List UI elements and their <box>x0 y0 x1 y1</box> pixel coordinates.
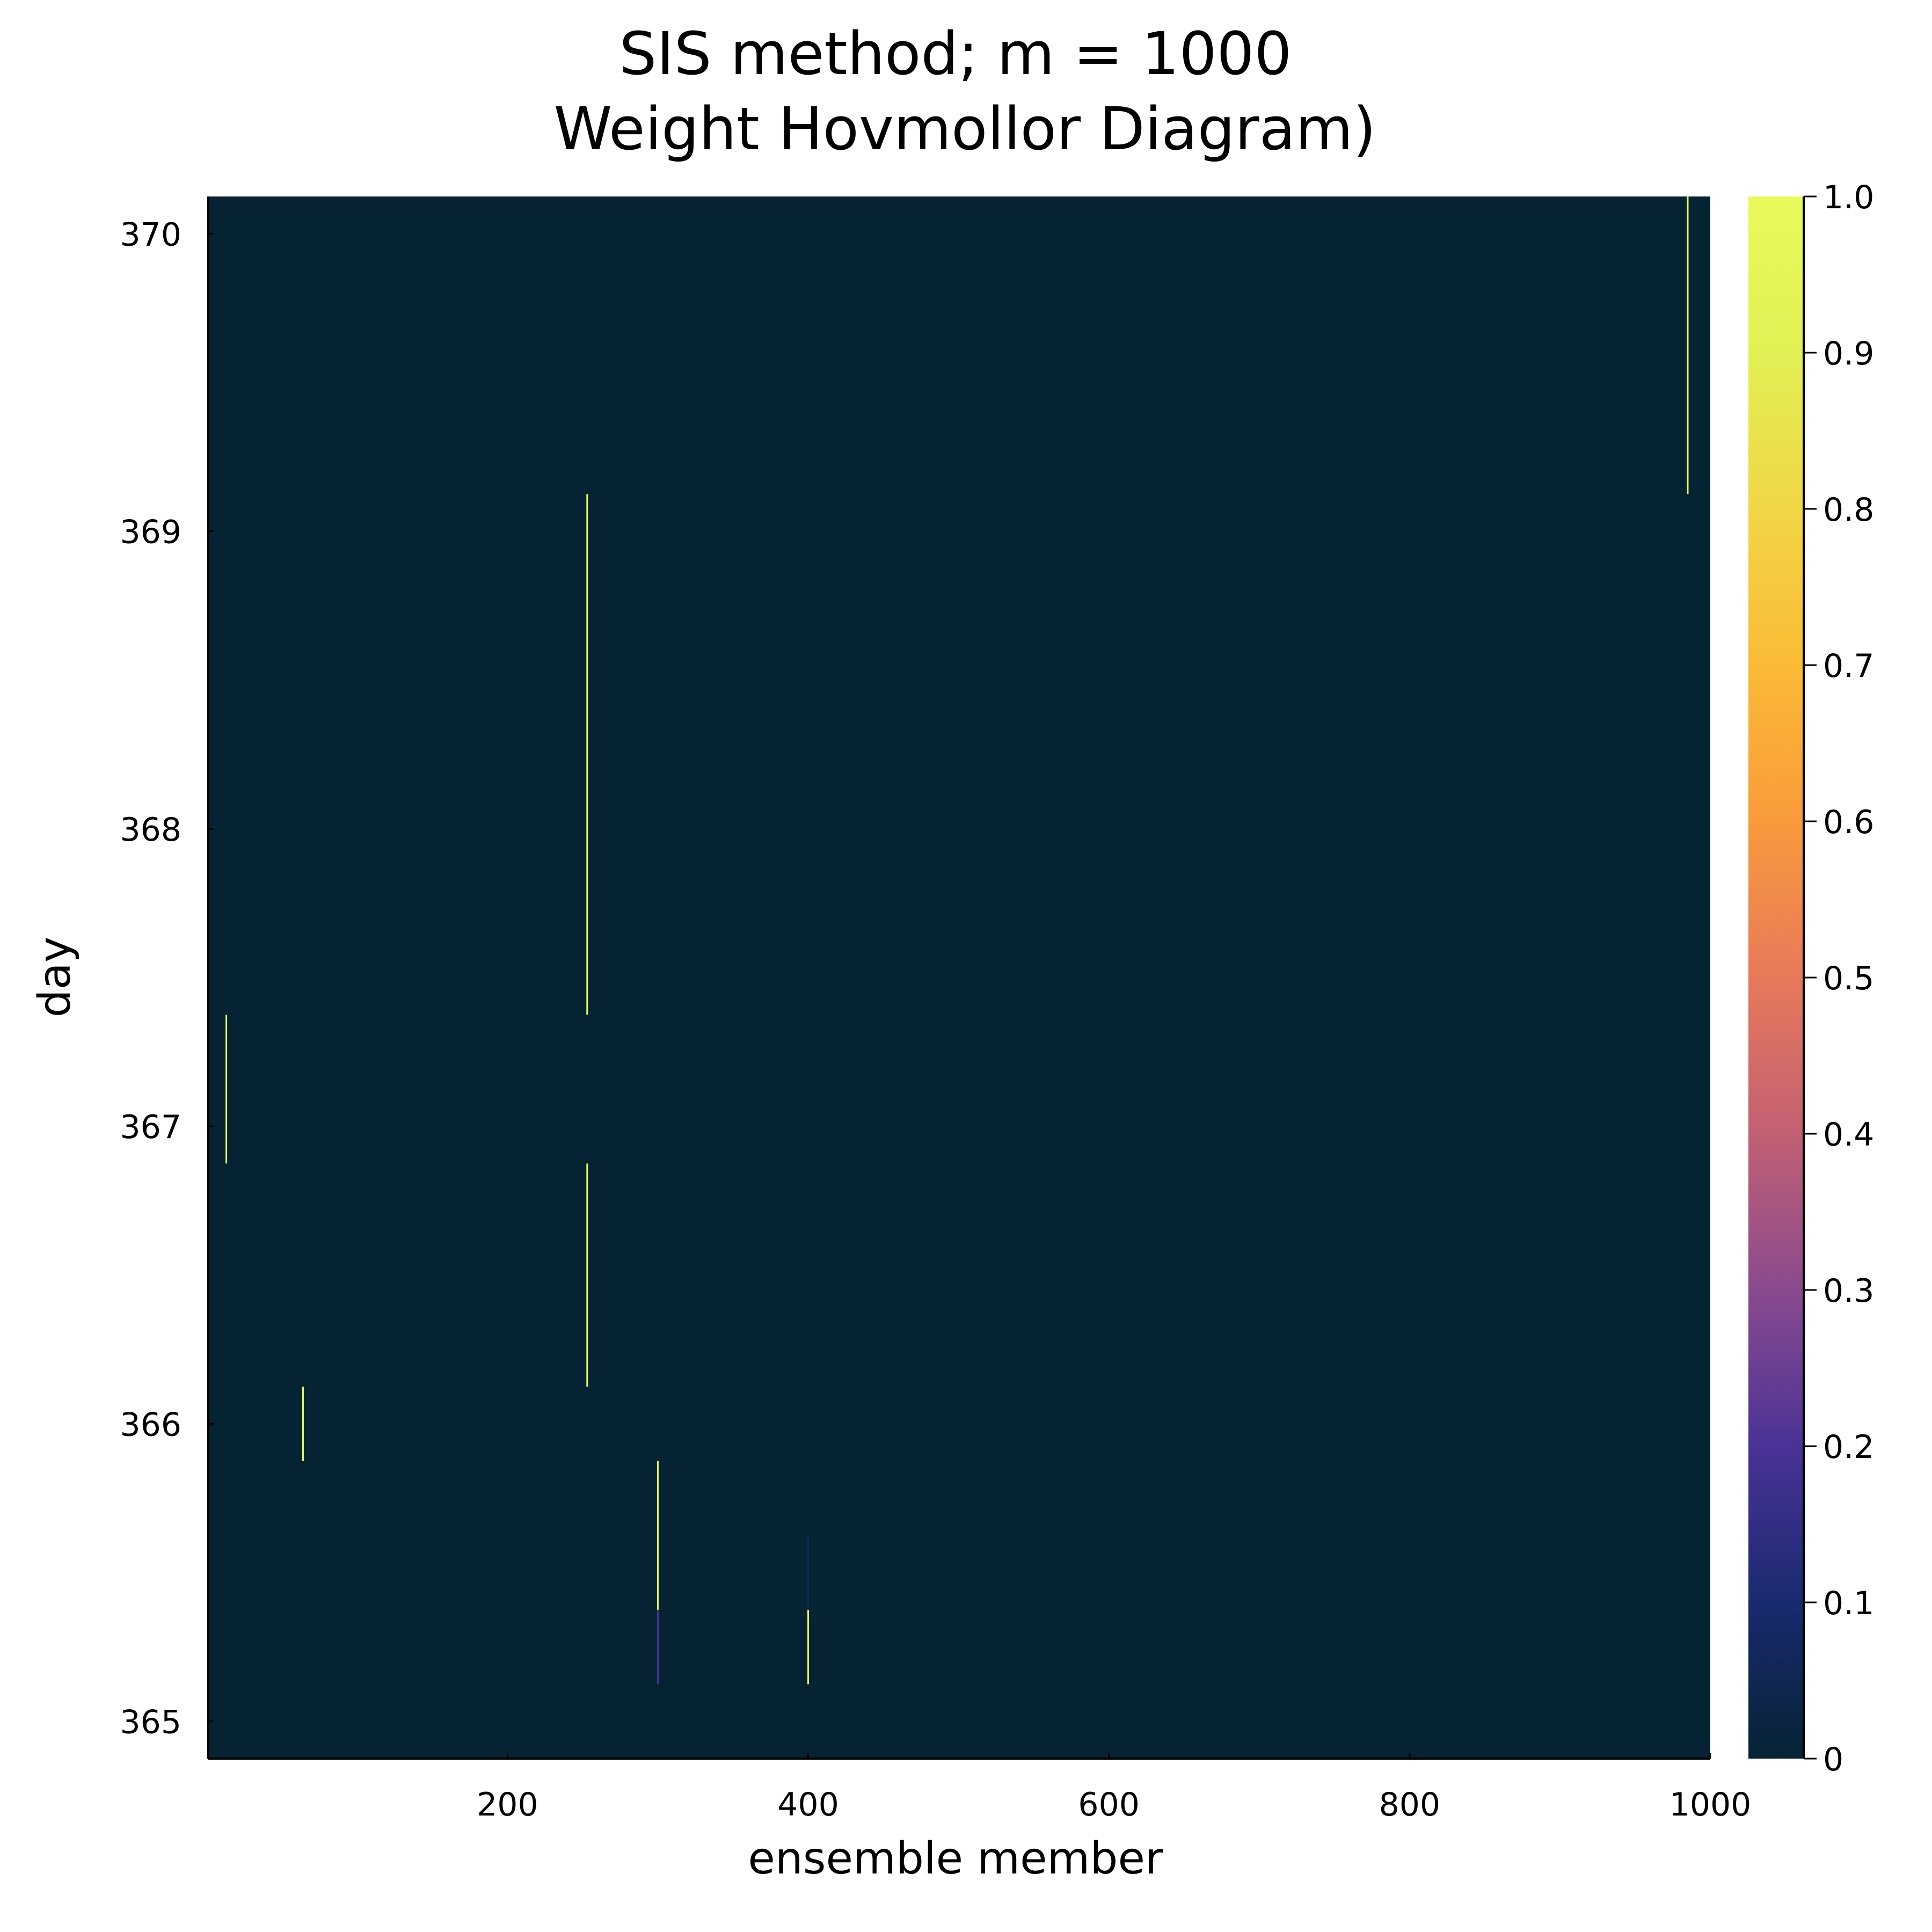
heatmap-cell-2 <box>225 1015 228 1164</box>
heatmap-cell-6 <box>807 1535 810 1610</box>
colorbar-tick-label-10: 1.0 <box>1823 179 1874 216</box>
colorbar-tick-label-3: 0.3 <box>1823 1272 1874 1310</box>
heatmap-cell-4 <box>302 1387 304 1461</box>
colorbar-tick-label-4: 0.4 <box>1823 1116 1874 1154</box>
y-tick-label-3: 368 <box>120 811 181 849</box>
colorbar-tick-label-8: 0.8 <box>1823 491 1874 529</box>
y-tick-label-4: 369 <box>120 514 181 551</box>
x-axis-label: ensemble member <box>748 1833 1163 1884</box>
x-tick-label-4: 1000 <box>1669 1786 1752 1824</box>
heatmap-cell-3 <box>586 1163 588 1387</box>
colorbar-tick-label-5: 0.5 <box>1823 960 1874 997</box>
colorbar-tick-label-1: 0.1 <box>1823 1585 1874 1622</box>
colorbar-tick-label-6: 0.6 <box>1823 804 1874 841</box>
heatmap-cell-7 <box>657 1609 659 1685</box>
heatmap-cell-1 <box>586 494 588 1015</box>
plot-area <box>208 196 1710 1759</box>
y-axis: 365 366 367 368 369 370 <box>120 196 214 1759</box>
x-tick-label-0: 200 <box>477 1786 538 1824</box>
heatmap-cell-0 <box>1687 196 1689 494</box>
x-tick-label-1: 400 <box>777 1786 839 1824</box>
x-axis: 200 400 600 800 1000 <box>208 1753 1751 1824</box>
y-tick-label-1: 366 <box>120 1406 181 1443</box>
colorbar-tick-label-0: 0 <box>1823 1741 1843 1778</box>
heatmap-background <box>208 196 1710 1759</box>
heatmap-cell-8 <box>807 1609 810 1685</box>
x-tick-label-2: 600 <box>1078 1786 1140 1824</box>
chart-subtitle: Weight Hovmollor Diagram) <box>535 94 1376 163</box>
colorbar-tick-label-9: 0.9 <box>1823 335 1874 373</box>
y-tick-label-5: 370 <box>120 216 181 253</box>
colorbar-tick-label-2: 0.2 <box>1823 1428 1874 1466</box>
y-tick-label-0: 365 <box>120 1704 181 1741</box>
colorbar: 0 0.1 0.2 0.3 0.4 0.5 0.6 0.7 0.8 0.9 1.0 <box>1748 179 1874 1778</box>
y-tick-label-2: 367 <box>120 1109 181 1146</box>
y-axis-label: day <box>30 937 81 1018</box>
colorbar-tick-label-7: 0.7 <box>1823 647 1874 685</box>
colorbar-gradient <box>1748 196 1804 1759</box>
heatmap-cell-5 <box>657 1461 659 1610</box>
chart-title: SIS method; m = 1000 <box>619 19 1292 88</box>
x-tick-label-3: 800 <box>1379 1786 1441 1824</box>
